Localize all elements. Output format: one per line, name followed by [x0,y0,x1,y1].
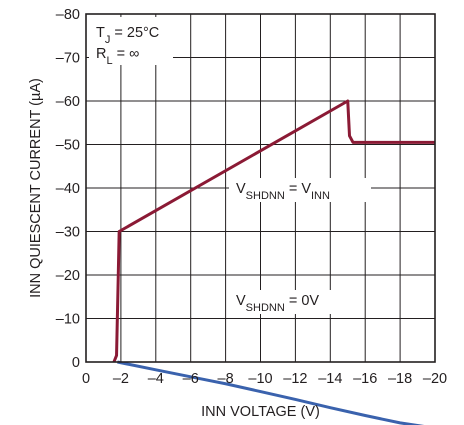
x-tick-label: –14 [318,371,342,387]
x-tick-label: –12 [283,371,307,387]
series-label-text: VSHDNN = VINN [236,181,330,202]
y-tick-label: –60 [56,94,80,110]
condition-load: RL = ∞ [96,46,139,67]
x-tick-label: –16 [353,371,377,387]
x-tick-label: –18 [388,371,412,387]
x-tick-label: 0 [82,371,90,387]
y-tick-label: –70 [56,51,80,67]
x-tick-label: –20 [423,371,447,387]
series-label-background [229,290,331,314]
condition-temperature: TJ = 25°C [96,25,159,46]
series-line-shdnn-eq-vinn [112,99,435,363]
x-tick-label: –8 [218,371,234,387]
x-axis-title: INN VOLTAGE (V) [201,404,320,420]
series-label-text: VSHDNN = 0V [236,293,319,314]
conditions-box: TJ = 25°C RL = ∞ [89,17,173,67]
y-tick-label: –10 [56,312,80,328]
x-tick-label: –4 [148,371,164,387]
x-tick-label: –2 [113,371,129,387]
y-tick-label: –80 [56,7,80,23]
x-tick-label: –6 [183,371,199,387]
plot-frame [85,13,436,363]
y-tick-label: 0 [72,355,80,371]
y-tick-label: –30 [56,225,80,241]
series-lines [112,99,435,425]
y-tick-label: –20 [56,268,80,284]
series-label-shdnn-eq-vinn: VSHDNN = VINN [229,178,371,202]
series-label-shdnn-eq-0v: VSHDNN = 0V [229,290,331,314]
y-tick-label: –50 [56,138,80,154]
y-axis-title: INN QUIESCENT CURRENT (µA) [28,78,44,298]
conditions-background [89,17,173,65]
series-label-background [229,178,371,202]
y-tick-label: –40 [56,181,80,197]
x-tick-label: –10 [248,371,272,387]
tick-labels: 0 –2 –4 –6 –8 –10 –12 –14 –16 –18 –20 0 –10 –20 –30 –40… [56,7,447,387]
series-line-shdnn-eq-0v [117,360,425,425]
